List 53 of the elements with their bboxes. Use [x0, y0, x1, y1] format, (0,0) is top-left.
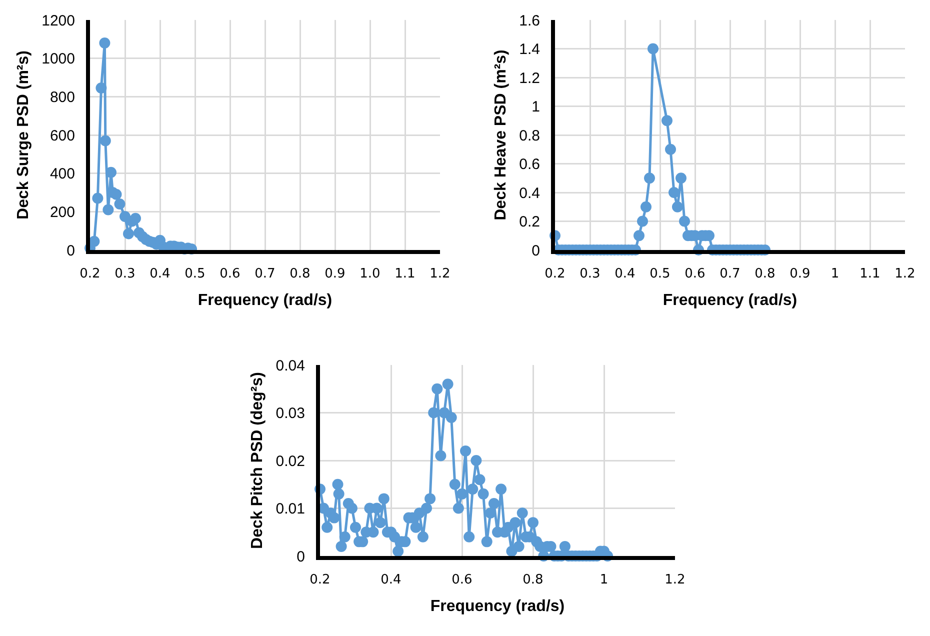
x-tick-label: 0.7: [720, 266, 740, 282]
y-tick-label: 0: [66, 242, 75, 260]
y-tick-label: 400: [50, 166, 75, 183]
x-tick-label: 0.7: [254, 266, 276, 282]
y-tick-label: 0.4: [519, 184, 540, 202]
x-tick-label: 0.3: [580, 266, 600, 282]
x-tick-label: 0.8: [754, 266, 776, 282]
x-tick-label: 0.3: [114, 266, 136, 282]
x-tick-label: 1.1: [394, 266, 416, 282]
y-tick-label: 600: [50, 127, 75, 144]
y-tick-label: 0.04: [276, 357, 305, 374]
x-tick-label: 0.2: [80, 266, 100, 282]
y-tick-label: 0.2: [519, 214, 540, 230]
y-tick-label: 1000: [42, 50, 75, 68]
x-tick-label: 0.9: [324, 266, 346, 282]
y-tick-label: 0.02: [276, 452, 305, 470]
y-tick-label: 1.2: [519, 70, 540, 87]
y-axis-title: Deck Pitch PSD (deg²s): [249, 372, 266, 549]
y-tick-label: 0.03: [276, 405, 305, 422]
x-tick-label: 0.2: [310, 572, 330, 588]
y-axis-title: Deck Surge PSD (m²s): [15, 50, 32, 220]
y-tick-label: 1.4: [519, 41, 540, 58]
y-tick-label: 0.01: [276, 500, 305, 518]
x-tick-label: 0.4: [614, 266, 636, 282]
x-tick-label: 1.2: [894, 266, 916, 282]
x-tick-label: 0.4: [380, 572, 402, 588]
x-tick-label: 1: [830, 266, 840, 282]
x-tick-label: 1.1: [860, 266, 880, 282]
y-tick-label: 0.8: [519, 127, 540, 144]
y-tick-label: 0: [296, 548, 305, 566]
y-tick-label: 1.6: [519, 12, 540, 30]
y-tick-label: 1200: [42, 12, 75, 30]
x-tick-label: 0.6: [684, 266, 706, 282]
y-tick-label: 200: [50, 204, 75, 221]
x-tick-label: 0.5: [184, 266, 206, 282]
x-tick-label: 1: [600, 572, 608, 588]
x-tick-label: 0.9: [790, 266, 810, 282]
y-axis-title: Deck Heave PSD (m²s): [492, 50, 510, 220]
x-tick-label: 0.5: [650, 266, 670, 282]
y-tick-label: 0.6: [519, 156, 540, 173]
x-tick-label: 0.4: [150, 266, 170, 282]
x-tick-label: 1.2: [664, 572, 686, 588]
x-axis-title: Frequency (rad/s): [198, 292, 332, 309]
x-tick-label: 1.0: [360, 266, 380, 282]
x-axis-title: Frequency (rad/s): [430, 598, 565, 615]
x-tick-label: 0.2: [544, 266, 566, 282]
x-axis-title: Frequency (rad/s): [662, 292, 798, 309]
x-tick-label: 0.6: [452, 572, 472, 588]
x-tick-label: 0.6: [220, 266, 240, 282]
x-tick-label: 1.2: [430, 266, 450, 282]
y-tick-label: 1: [532, 98, 540, 116]
y-tick-label: 0: [532, 242, 540, 260]
y-tick-label: 800: [50, 88, 75, 106]
